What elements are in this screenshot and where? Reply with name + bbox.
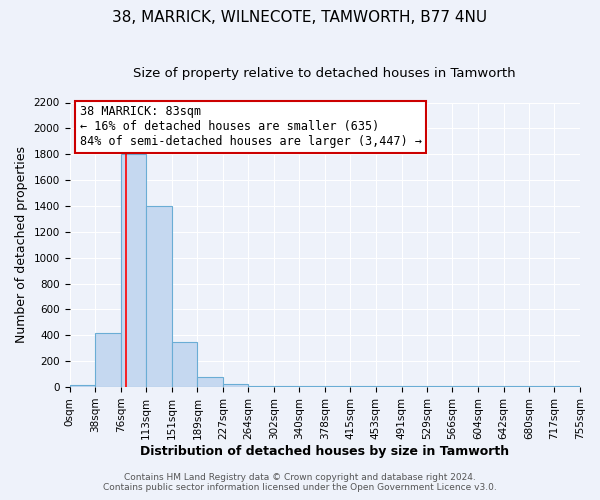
Bar — [401, 386, 427, 387]
Bar — [299, 386, 325, 387]
Bar — [350, 386, 376, 387]
Bar — [529, 386, 554, 387]
Bar — [376, 386, 401, 387]
Bar — [427, 386, 452, 387]
Bar — [121, 154, 146, 387]
Text: 38 MARRICK: 83sqm
← 16% of detached houses are smaller (635)
84% of semi-detache: 38 MARRICK: 83sqm ← 16% of detached hous… — [80, 106, 422, 148]
X-axis label: Distribution of detached houses by size in Tamworth: Distribution of detached houses by size … — [140, 444, 509, 458]
Bar — [70, 384, 95, 387]
Bar — [452, 386, 478, 387]
Bar — [554, 386, 580, 387]
Bar — [146, 206, 172, 387]
Bar — [197, 376, 223, 387]
Bar — [503, 386, 529, 387]
Bar — [223, 384, 248, 387]
Bar — [274, 386, 299, 387]
Bar — [325, 386, 350, 387]
Bar — [248, 386, 274, 387]
Bar — [95, 333, 121, 387]
Y-axis label: Number of detached properties: Number of detached properties — [15, 146, 28, 344]
Title: Size of property relative to detached houses in Tamworth: Size of property relative to detached ho… — [133, 68, 516, 80]
Text: Contains HM Land Registry data © Crown copyright and database right 2024.
Contai: Contains HM Land Registry data © Crown c… — [103, 473, 497, 492]
Text: 38, MARRICK, WILNECOTE, TAMWORTH, B77 4NU: 38, MARRICK, WILNECOTE, TAMWORTH, B77 4N… — [112, 10, 488, 25]
Bar — [478, 386, 503, 387]
Bar — [172, 342, 197, 387]
